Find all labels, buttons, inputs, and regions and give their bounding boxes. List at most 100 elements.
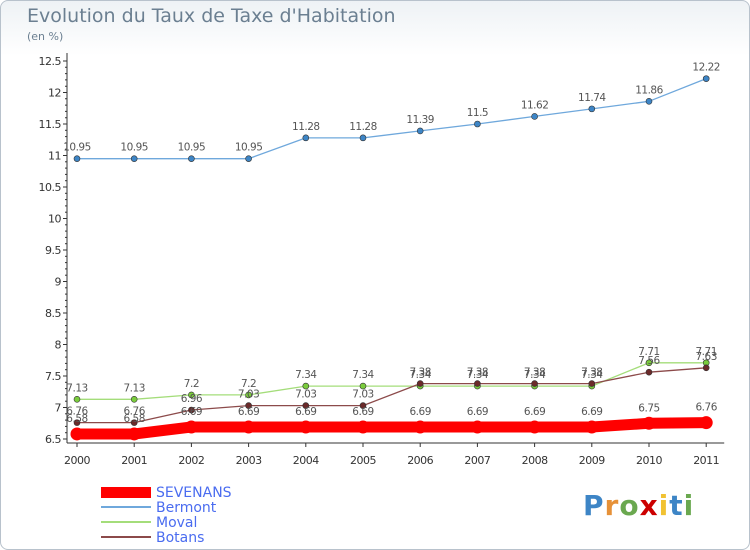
legend-swatch [101,536,151,538]
data-label: 6.69 [352,406,373,418]
legend-item-sevenans: SEVENANS [101,485,301,501]
x-tick-label: 2002 [178,454,204,467]
data-point [302,382,310,390]
data-label: 7.13 [66,382,87,394]
data-point [699,416,713,430]
data-label: 6.69 [410,406,431,418]
data-label: 6.69 [467,406,488,418]
data-label: 6.69 [238,406,259,418]
data-point [184,420,198,434]
data-label: 7.34 [352,369,374,381]
data-label: 11.39 [406,114,434,126]
data-label: 7.34 [410,369,432,381]
legend-swatch [101,486,151,498]
data-label: 12.22 [692,62,720,74]
data-point [188,391,195,399]
y-tick-label: 10 [48,213,61,226]
data-point [299,420,313,434]
data-point [645,359,653,367]
data-point [702,364,710,372]
data-point [73,155,81,162]
data-point [302,402,310,409]
data-label: 7.63 [696,351,717,363]
x-tick-label: 2006 [407,454,433,467]
x-tick-label: 2009 [579,454,605,467]
legend-swatch [101,506,151,508]
data-point [413,420,427,434]
data-label: 7.2 [184,378,199,390]
data-label: 7.34 [581,369,603,381]
data-label: 6.76 [124,406,146,418]
data-point [474,120,481,128]
data-label: 7.71 [638,346,659,358]
y-tick-label: 12.5 [39,55,62,68]
x-tick-label: 2010 [636,454,662,467]
chart-title: Evolution du Taux de Taxe d'Habitation [27,5,396,27]
y-tick-label: 10.5 [39,181,62,194]
data-point [416,380,424,387]
y-tick-label: 11.5 [39,118,62,131]
data-label: 6.58 [66,413,87,425]
proxiti-logo: Proxiti [583,489,695,522]
data-label: 6.75 [638,402,659,414]
data-point [645,368,653,376]
data-label: 10.95 [235,142,263,154]
series-line-botans [76,367,707,424]
legend-label: Botans [156,530,205,546]
data-label: 11.74 [578,92,606,104]
data-point [245,391,252,399]
data-point [73,419,81,426]
data-point [588,380,596,387]
data-point [245,155,252,162]
data-label: 7.03 [352,389,373,401]
y-tick-label: 7 [55,402,62,415]
data-point [528,420,542,434]
data-point [588,105,596,113]
data-point [356,420,370,434]
data-point [188,406,195,414]
legend-item-bermont: Bermont [101,500,301,516]
data-label: 7.03 [295,389,316,401]
data-point [130,155,138,162]
x-tick-label: 2004 [293,454,319,467]
y-tick-label: 6.5 [45,433,61,446]
y-tick-label: 12 [48,87,61,100]
data-point [70,427,84,441]
legend-label: Bermont [156,500,217,516]
data-label: 7.38 [467,367,488,379]
legend-item-botans: Botans [101,530,301,546]
y-tick-label: 9 [55,276,62,289]
x-tick-label: 2011 [693,454,719,467]
data-point [359,134,367,142]
data-point [130,419,138,426]
x-tick-label: 2001 [121,454,147,467]
data-label: 7.38 [581,367,602,379]
x-tick-label: 2003 [236,454,262,467]
data-point [474,380,481,387]
data-label: 11.86 [635,84,663,96]
data-label: 7.38 [524,367,545,379]
data-point [531,380,538,387]
data-label: 7.03 [238,389,259,401]
data-label: 6.58 [124,413,145,425]
data-label: 6.96 [181,393,203,405]
data-point [73,396,81,403]
data-label: 7.56 [638,355,660,367]
data-label: 7.34 [295,369,317,381]
data-point [585,420,599,434]
data-point [359,382,367,390]
data-label: 7.38 [410,367,431,379]
data-label: 10.95 [178,142,206,154]
data-point [188,155,195,162]
legend-label: Moval [156,515,198,531]
legend-swatch [101,521,151,523]
y-tick-label: 8.5 [45,307,61,320]
y-tick-label: 9.5 [45,244,61,257]
data-label: 7.2 [241,378,256,390]
x-tick-label: 2005 [350,454,376,467]
data-label: 10.95 [63,142,91,154]
data-label: 6.69 [524,406,545,418]
data-label: 11.62 [521,99,549,111]
data-label: 6.76 [696,402,718,414]
